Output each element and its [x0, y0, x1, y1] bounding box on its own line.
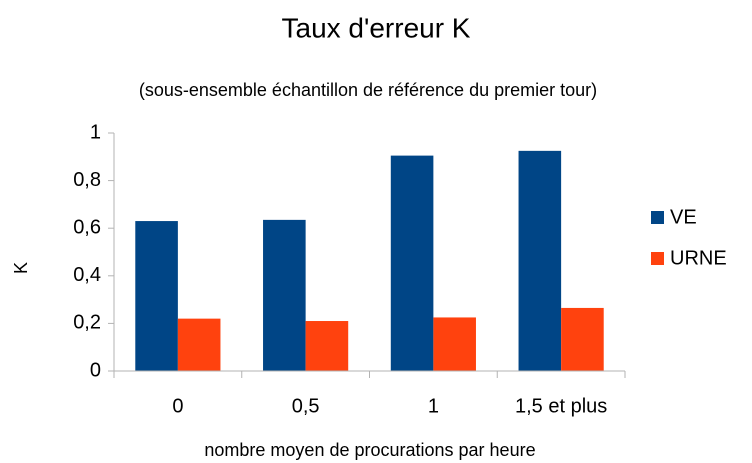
chart-title: Taux d'erreur K — [282, 12, 471, 43]
bar — [135, 221, 178, 371]
bar — [177, 318, 221, 371]
legend-swatch — [651, 211, 664, 224]
x-axis-label: nombre moyen de procurations par heure — [204, 440, 535, 460]
y-tick-label: 0,6 — [73, 216, 101, 238]
bar — [390, 155, 434, 371]
bar — [518, 150, 562, 371]
legend-label: URNE — [670, 247, 727, 269]
bar — [305, 321, 349, 371]
legend-swatch — [651, 252, 664, 265]
y-axis-label: K — [11, 262, 31, 274]
y-tick-label: 0,8 — [73, 169, 101, 191]
bar — [263, 219, 306, 371]
y-tick-label: 0,2 — [73, 312, 101, 334]
bar — [561, 307, 604, 371]
y-tick-label: 0,4 — [73, 264, 101, 286]
x-tick-label: 1 — [428, 395, 439, 417]
x-tick-label: 1,5 et plus — [515, 395, 607, 417]
x-tick-label: 0,5 — [292, 395, 320, 417]
y-tick-label: 1 — [90, 121, 101, 143]
y-tick-label: 0 — [90, 359, 101, 381]
bar — [433, 317, 476, 371]
x-tick-label: 0 — [172, 395, 183, 417]
legend-label: VE — [670, 206, 697, 228]
chart-subtitle: (sous-ensemble échantillon de référence … — [139, 80, 597, 100]
